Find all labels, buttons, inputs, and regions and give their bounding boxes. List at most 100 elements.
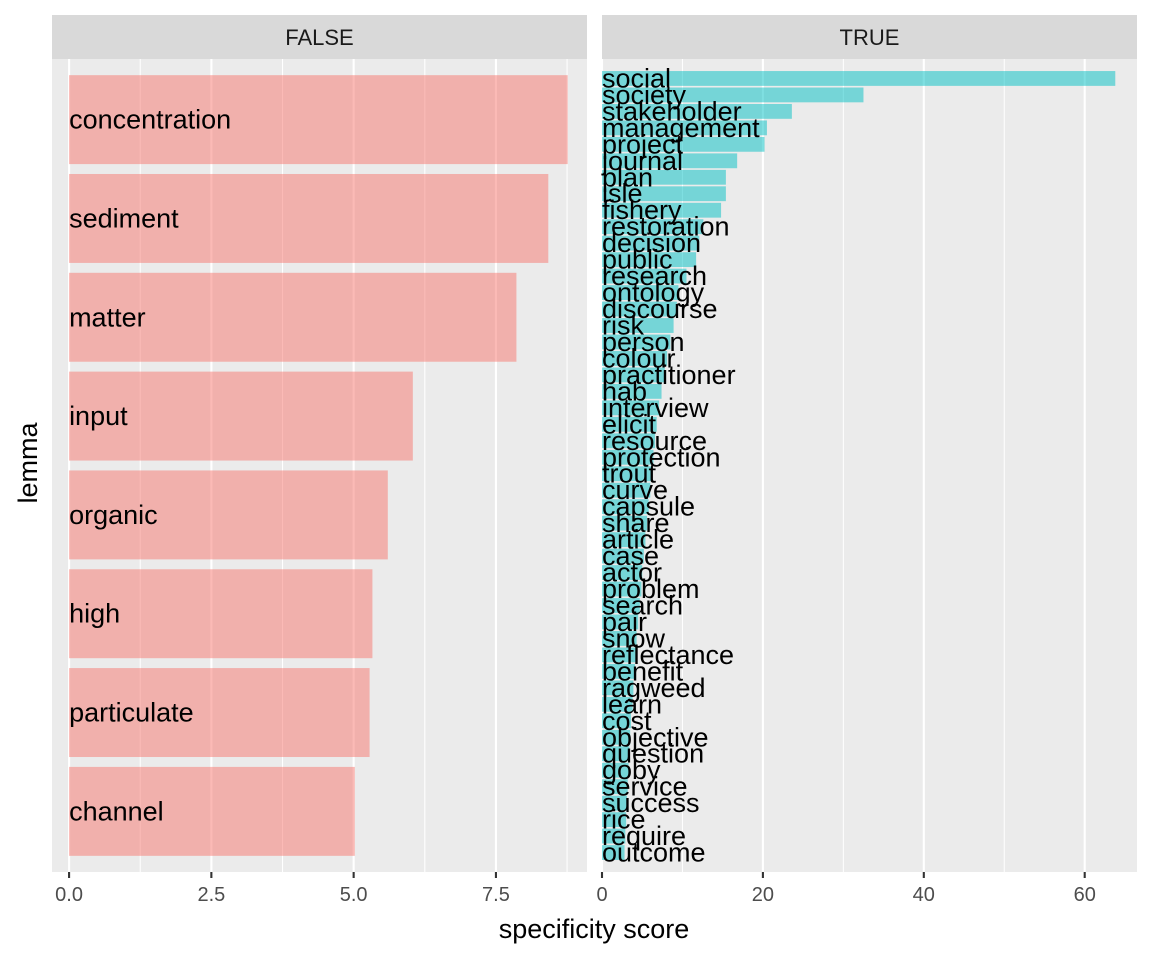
bar-protection bbox=[602, 449, 654, 465]
bar-journal bbox=[602, 153, 738, 169]
bar-research bbox=[602, 268, 687, 284]
bar-restoration bbox=[602, 219, 704, 235]
bar-channel bbox=[69, 766, 355, 856]
bar-learn bbox=[602, 696, 633, 712]
bar-label-social: social bbox=[602, 63, 671, 93]
bar-label-article: article bbox=[602, 525, 674, 555]
bar-label-restoration: restoration bbox=[602, 212, 730, 242]
bar-label-isle: isle bbox=[602, 179, 643, 209]
bar-label-case: case bbox=[602, 541, 659, 571]
bar-label-society: society bbox=[602, 80, 687, 110]
bar-label-practitioner: practitioner bbox=[602, 360, 736, 390]
bar-curve bbox=[602, 482, 651, 498]
bar-label-goby: goby bbox=[602, 755, 661, 785]
bar-label-elicit: elicit bbox=[602, 409, 657, 439]
bar-label-risk: risk bbox=[602, 311, 644, 341]
bar-cost bbox=[602, 713, 631, 729]
bar-goby bbox=[602, 762, 629, 778]
bar-label-problem: problem bbox=[602, 574, 700, 604]
bar-resource bbox=[602, 433, 656, 449]
bar-label-snow: snow bbox=[602, 623, 666, 653]
bar-high bbox=[69, 569, 373, 659]
bar-label-service: service bbox=[602, 772, 688, 802]
bar-capsule bbox=[602, 499, 649, 515]
bar-label-stakeholder: stakeholder bbox=[602, 96, 742, 126]
x-tick-label: 7.5 bbox=[482, 884, 510, 906]
bar-label-hab: hab bbox=[602, 376, 647, 406]
bar-fishery bbox=[602, 202, 722, 218]
bar-matter bbox=[69, 272, 517, 362]
bar-require bbox=[602, 828, 626, 844]
bar-share bbox=[602, 515, 648, 531]
bar-label-decision: decision bbox=[602, 228, 701, 258]
bar-outcome bbox=[602, 845, 625, 860]
bar-hab bbox=[602, 383, 662, 399]
bar-decision bbox=[602, 235, 700, 251]
bar-label-research: research bbox=[602, 261, 707, 291]
bar-trout bbox=[602, 466, 652, 482]
bar-article bbox=[602, 532, 646, 548]
bar-person bbox=[602, 334, 671, 350]
bar-label-learn: learn bbox=[602, 689, 662, 719]
bar-label-trout: trout bbox=[602, 459, 657, 489]
bar-label-public: public bbox=[602, 245, 673, 275]
bar-label-journal: journal bbox=[601, 146, 683, 176]
bar-label-sediment: sediment bbox=[69, 203, 179, 233]
bar-organic bbox=[69, 470, 388, 560]
bar-particulate bbox=[69, 668, 370, 758]
bar-label-ontology: ontology bbox=[602, 278, 705, 308]
bar-label-outcome: outcome bbox=[602, 838, 706, 868]
x-tick-label: 40 bbox=[913, 884, 935, 906]
bar-label-actor: actor bbox=[602, 558, 662, 588]
bar-ragweed bbox=[602, 680, 634, 696]
bar-label-benefit: benefit bbox=[602, 656, 684, 686]
bar-reflectance bbox=[602, 647, 636, 663]
x-tick-label: 0 bbox=[596, 884, 607, 906]
bar-colour bbox=[602, 351, 668, 366]
bar-label-matter: matter bbox=[69, 302, 146, 332]
bar-stakeholder bbox=[602, 103, 792, 119]
x-tick-label: 20 bbox=[752, 884, 774, 906]
bar-management bbox=[602, 120, 767, 136]
bar-input bbox=[69, 371, 413, 461]
bar-label-ragweed: ragweed bbox=[602, 673, 706, 703]
bar-label-interview: interview bbox=[602, 393, 709, 423]
bar-practitioner bbox=[602, 367, 665, 383]
bar-label-particulate: particulate bbox=[69, 698, 194, 728]
bar-rice bbox=[602, 812, 627, 828]
bar-benefit bbox=[602, 663, 635, 679]
bar-label-capsule: capsule bbox=[602, 492, 695, 522]
bar-label-search: search bbox=[602, 590, 683, 620]
bar-label-protection: protection bbox=[602, 442, 721, 472]
bar-search bbox=[602, 598, 640, 613]
bar-elicit bbox=[602, 416, 657, 432]
bar-label-cost: cost bbox=[602, 706, 652, 736]
x-tick-label: 0.0 bbox=[55, 884, 83, 906]
bar-project bbox=[602, 136, 765, 152]
bar-label-high: high bbox=[69, 599, 120, 629]
x-axis-title: specificity score bbox=[499, 914, 690, 944]
bar-label-organic: organic bbox=[69, 500, 158, 530]
x-tick-label: 5.0 bbox=[340, 884, 368, 906]
bar-actor bbox=[602, 565, 643, 580]
bar-label-rice: rice bbox=[602, 805, 646, 835]
bar-label-pair: pair bbox=[602, 607, 647, 637]
bar-label-person: person bbox=[602, 327, 685, 357]
facet-strip bbox=[52, 15, 587, 59]
bar-concentration bbox=[69, 75, 568, 165]
facet-strip-label: FALSE bbox=[285, 25, 353, 50]
bar-label-fishery: fishery bbox=[602, 195, 682, 225]
bar-label-question: question bbox=[602, 739, 704, 769]
bar-interview bbox=[602, 400, 660, 416]
bar-label-require: require bbox=[602, 821, 686, 851]
bar-label-project: project bbox=[602, 129, 684, 159]
bar-label-resource: resource bbox=[602, 426, 707, 456]
bar-success bbox=[602, 795, 627, 811]
bar-label-reflectance: reflectance bbox=[602, 640, 734, 670]
bar-snow bbox=[602, 631, 637, 646]
bar-service bbox=[602, 779, 628, 795]
bar-social bbox=[602, 71, 1116, 86]
bar-label-plan: plan bbox=[602, 162, 653, 192]
bar-label-concentration: concentration bbox=[69, 105, 231, 135]
facet-panel-true: TRUEsocialsocietystakeholdermanagementpr… bbox=[596, 15, 1137, 906]
